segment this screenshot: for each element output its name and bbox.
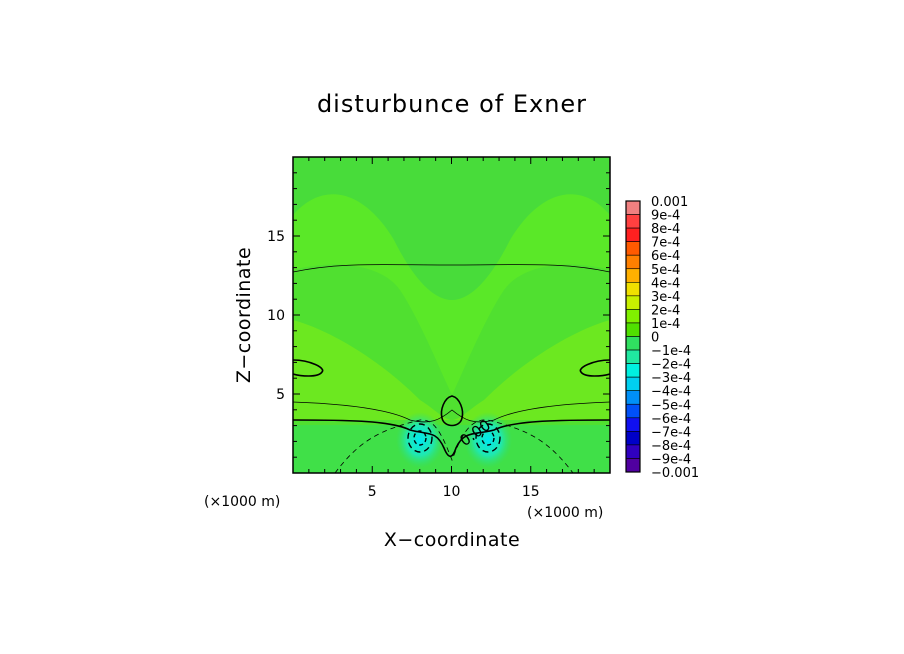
- contour-neg-right-inner: [481, 430, 495, 446]
- y-axis-label: Z−coordinate: [233, 247, 255, 383]
- colorbar-tick-label: −0.001: [651, 466, 699, 481]
- field-core-left: [396, 412, 444, 468]
- colorbar-tick-label: 5e-4: [651, 263, 680, 278]
- colorbar-swatch: [625, 309, 641, 324]
- colorbar-swatch: [625, 254, 641, 270]
- y-tick-label: 5: [276, 387, 285, 403]
- colorbar-swatch: [625, 241, 641, 256]
- colorbar-tick-label: 9e-4: [651, 209, 680, 224]
- colorbar-swatch: [625, 322, 641, 337]
- contour-center-blob: [440, 395, 464, 427]
- colorbar-swatch: [625, 200, 641, 215]
- colorbar-tick-label: 4e-4: [651, 276, 680, 291]
- x-unit-right: (×1000 m): [527, 505, 603, 521]
- y-tick-label: 10: [267, 308, 285, 324]
- contour-mid: [293, 401, 610, 423]
- colorbar-tick-label: −8e-4: [651, 439, 691, 454]
- colorbar-tick-label: 0.001: [651, 195, 688, 210]
- x-unit-left: (×1000 m): [204, 494, 280, 510]
- colorbar-tick-label: −5e-4: [651, 398, 691, 413]
- colorbar-tick-label: −4e-4: [651, 385, 691, 400]
- colorbar-tick-label: −1e-4: [651, 344, 691, 359]
- colorbar-swatch: [625, 227, 641, 242]
- x-tick-label: 5: [368, 484, 377, 500]
- colorbar-swatch: [625, 281, 641, 297]
- colorbar-swatch: [625, 458, 641, 473]
- contour-neg-right: [475, 423, 501, 453]
- colorbar-tick-label: −6e-4: [651, 412, 691, 427]
- chart-title: disturbunce of Exner: [317, 90, 587, 118]
- field-core-right: [464, 412, 512, 468]
- contour-zero: [293, 419, 610, 458]
- colorbar-tick-label: 2e-4: [651, 303, 680, 318]
- colorbar-swatch: [625, 403, 641, 419]
- colorbar-tick-label: 8e-4: [651, 222, 680, 237]
- colorbar-frame: [625, 200, 641, 473]
- colorbar-swatch: [625, 336, 641, 351]
- colorbar-swatch: [625, 376, 641, 391]
- colorbar-swatch: [625, 268, 641, 283]
- colorbar-tick-label: 6e-4: [651, 249, 680, 264]
- colorbar-tick-label: −2e-4: [651, 358, 691, 373]
- contour-lobe-right: [579, 359, 610, 377]
- colorbar-tick-label: 1e-4: [651, 317, 680, 332]
- contour-neg-left-inner: [413, 430, 427, 446]
- colorbar-tick-label: −7e-4: [651, 425, 691, 440]
- colorbar-swatch: [625, 363, 641, 378]
- colorbar-tick-label: 3e-4: [651, 290, 680, 305]
- contour-neg-outer: [334, 419, 574, 473]
- colorbar-swatch: [625, 431, 641, 446]
- x-tick-label: 10: [443, 484, 461, 500]
- colorbar: 0.0019e-48e-47e-46e-45e-44e-43e-42e-41e-…: [625, 195, 699, 481]
- colorbar-tick-label: −9e-4: [651, 452, 691, 467]
- colorbar-swatch: [625, 349, 641, 364]
- colorbar-tick-label: −3e-4: [651, 371, 691, 386]
- x-axis: 5 10 15: [308, 157, 595, 500]
- colorbar-swatch: [625, 295, 641, 310]
- contour-lobe-left: [293, 359, 324, 377]
- field-band-top: [293, 157, 610, 300]
- x-tick-label: 15: [522, 484, 540, 500]
- colorbar-swatch: [625, 444, 641, 459]
- colorbar-swatch: [625, 214, 641, 229]
- y-tick-label: 15: [267, 229, 285, 245]
- field-band-low: [293, 425, 610, 473]
- colorbar-tick-label: 7e-4: [651, 236, 680, 251]
- colorbar-swatch: [625, 417, 641, 432]
- contour-neg-left: [407, 423, 433, 453]
- colorbar-swatch: [625, 390, 641, 405]
- contour-upper: [293, 264, 610, 273]
- plot-area: [293, 157, 610, 473]
- y-axis: 5 10 15: [267, 172, 610, 458]
- x-axis-label: X−coordinate: [384, 529, 520, 551]
- colorbar-tick-label: 0: [651, 331, 659, 346]
- field-band-mid: [293, 320, 610, 420]
